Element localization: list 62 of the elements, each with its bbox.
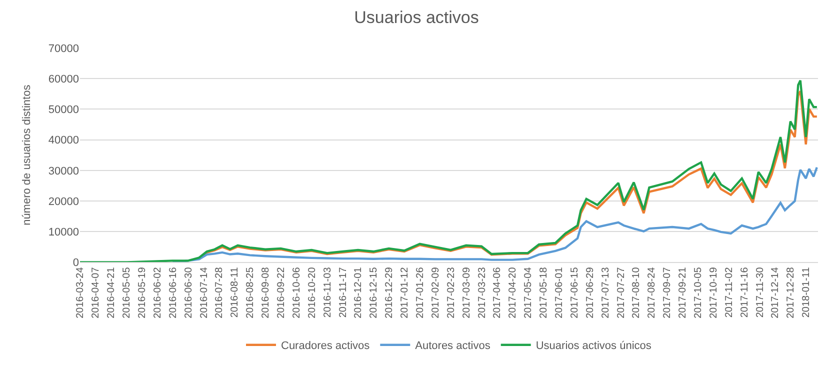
x-tick-label: 2016-03-24 — [75, 266, 86, 318]
x-tick-label: 2017-12-28 — [786, 266, 797, 318]
x-tick-label: 2017-01-26 — [415, 266, 426, 318]
x-tick-label: 2017-12-14 — [770, 266, 782, 318]
x-tick-label: 2017-11-02 — [724, 266, 735, 318]
y-tick-label: 10000 — [48, 226, 79, 238]
x-tick-label: 2017-11-30 — [754, 266, 766, 318]
x-tick-label: 2016-06-02 — [152, 266, 164, 318]
x-tick-label: 2016-04-07 — [90, 266, 102, 318]
x-tick-label: 2016-05-05 — [122, 266, 133, 318]
line-series — [80, 79, 818, 262]
x-tick-label: 2017-06-29 — [584, 266, 596, 318]
x-tick-label: 2017-03-09 — [461, 266, 472, 318]
x-tick-label: 2017-08-24 — [646, 266, 658, 318]
x-tick-label: 2016-06-16 — [168, 266, 179, 318]
y-tick-label: 60000 — [48, 73, 79, 86]
x-tick-label: 2016-12-01 — [353, 266, 364, 318]
legend-label: Autores activos — [415, 340, 491, 352]
x-tick-label: 2017-09-07 — [662, 266, 674, 318]
x-tick-label: 2016-11-03 — [322, 266, 334, 318]
y-tick-label: 70000 — [48, 42, 79, 55]
legend-label: Usuarios activos únicos — [536, 340, 652, 352]
x-tick-label: 2016-09-08 — [260, 266, 272, 318]
x-tick-label: 2017-04-20 — [508, 266, 519, 318]
x-tick-label: 2017-10-05 — [693, 266, 704, 318]
x-tick-label: 2017-07-13 — [600, 266, 612, 318]
x-tick-label: 2016-11-17 — [338, 266, 349, 318]
x-tick-label: 2017-10-19 — [708, 266, 720, 318]
x-tick-label: 2017-06-15 — [569, 266, 580, 318]
x-tick-label: 2016-05-19 — [137, 266, 148, 318]
chart-title: Usuarios activos — [354, 8, 479, 28]
x-tick-label: 2017-01-12 — [400, 266, 411, 318]
x-tick-label: 2016-10-20 — [306, 266, 318, 318]
x-tick-label: 2016-07-14 — [198, 266, 210, 318]
y-axis-title: número de usuarios distintos — [21, 84, 34, 226]
x-tick-label: 2016-09-22 — [276, 266, 288, 318]
legend-label: Curadores activos — [281, 340, 370, 352]
x-tick-label: 2017-05-04 — [523, 266, 534, 318]
x-tick-label: 2016-12-15 — [368, 266, 380, 318]
y-tick-label: 20000 — [48, 196, 79, 208]
x-tick-label: 2017-06-01 — [554, 266, 566, 318]
y-tick-label: 40000 — [48, 134, 79, 147]
x-tick-label: 2017-04-06 — [492, 266, 504, 318]
x-tick-label: 2016-08-11 — [230, 266, 241, 318]
x-tick-label: 2017-07-27 — [616, 266, 627, 318]
x-tick-label: 2017-08-10 — [631, 266, 642, 318]
x-tick-label: 2017-02-09 — [430, 266, 442, 318]
x-tick-label: 2016-12-29 — [384, 266, 396, 318]
x-tick-label: 2018-01-11 — [801, 266, 812, 318]
x-tick-label: 2017-02-23 — [446, 266, 457, 318]
y-tick-label: 30000 — [48, 165, 79, 178]
x-tick-label: 2016-08-25 — [245, 266, 256, 318]
x-tick-label: 2017-05-18 — [538, 266, 550, 318]
x-tick-label: 2017-03-23 — [476, 266, 488, 318]
x-tick-label: 2016-06-30 — [183, 266, 194, 318]
x-tick-label: 2017-09-21 — [678, 266, 689, 318]
y-tick-label: 50000 — [48, 104, 79, 116]
x-tick-label: 2016-07-28 — [214, 266, 226, 318]
x-tick-label: 2016-04-21 — [106, 266, 118, 318]
x-tick-label: 2016-10-06 — [291, 266, 302, 318]
y-tick-label: 0 — [72, 257, 79, 270]
x-tick-label: 2017-11-16 — [739, 266, 750, 318]
